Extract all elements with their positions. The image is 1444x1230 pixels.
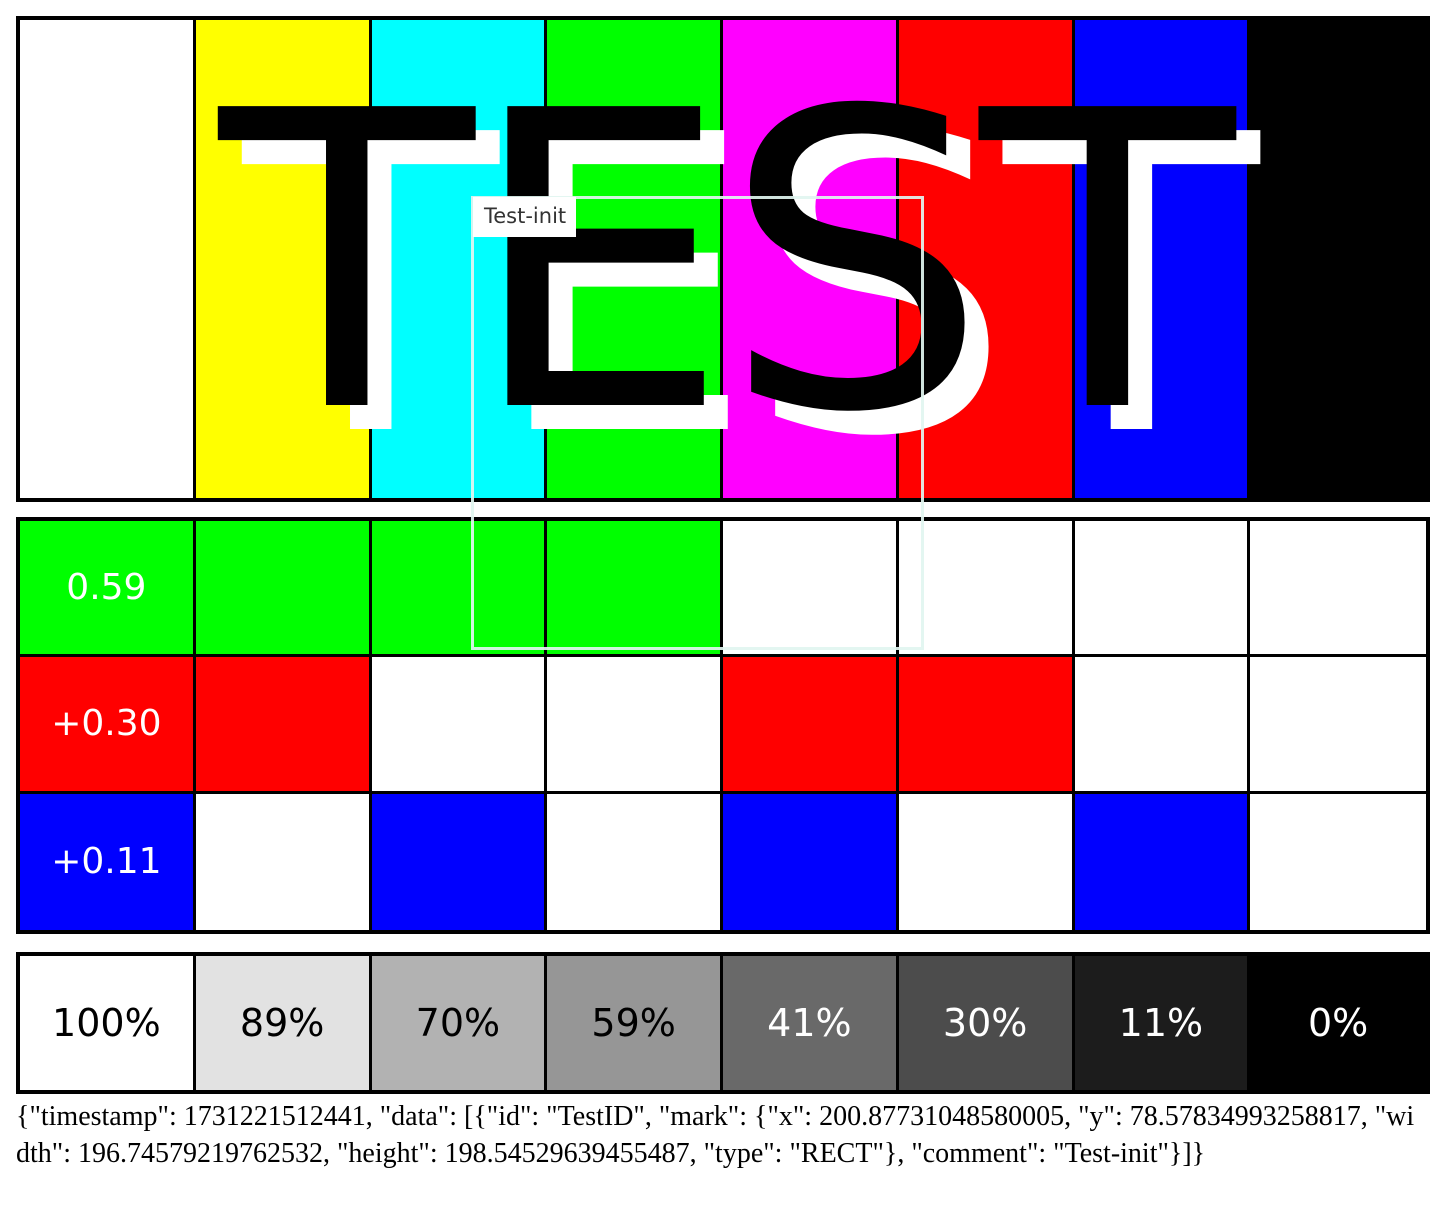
grey-step-label: 30% [942, 1001, 1028, 1045]
color-bar-magenta [723, 20, 899, 498]
weight-cell [898, 793, 1075, 930]
grey-scale-panel: 100% 89% 70% 59% 41% 30% 11% 0% [16, 952, 1430, 1094]
weight-cell [1250, 793, 1426, 930]
grey-step: 30% [898, 956, 1075, 1090]
weight-cell [723, 521, 899, 658]
grey-step: 41% [723, 956, 899, 1090]
color-bar-green [547, 20, 723, 498]
grey-step: 100% [20, 956, 196, 1090]
grey-step: 0% [1250, 956, 1426, 1090]
weight-cell [371, 793, 548, 930]
weight-cell [195, 521, 372, 658]
json-caption: {"timestamp": 1731221512441, "data": [{"… [16, 1101, 1415, 1169]
weight-cell [898, 521, 1075, 658]
color-bar-red [898, 20, 1075, 498]
grey-step: 11% [1074, 956, 1251, 1090]
grey-step-label: 0% [1307, 1001, 1369, 1045]
weight-label-cell: 0.59 [20, 521, 196, 658]
weight-cell [195, 657, 372, 794]
weight-cell [1074, 793, 1251, 930]
grey-step-label: 70% [415, 1001, 501, 1045]
weight-cell [547, 657, 723, 794]
weight-cell [1250, 657, 1426, 794]
weight-cell [1074, 521, 1251, 658]
grey-step-label: 41% [767, 1001, 852, 1045]
color-bar-blue [1074, 20, 1251, 498]
annotation-rect[interactable] [471, 196, 924, 650]
grey-step: 89% [195, 956, 372, 1090]
weight-cell [1074, 657, 1251, 794]
grey-step-label: 89% [239, 1001, 325, 1045]
weight-cell [371, 657, 548, 794]
grey-step: 70% [371, 956, 548, 1090]
weight-grid: 0.59 +0.30 +0.11 [16, 517, 1430, 934]
color-bar-cyan [371, 20, 548, 498]
grey-step-label: 11% [1118, 1001, 1204, 1045]
weight-cell [547, 793, 723, 930]
weight-cell [371, 521, 548, 658]
weight-label: +0.30 [51, 703, 162, 745]
weight-label: 0.59 [66, 567, 147, 609]
grey-step-label: 100% [52, 1001, 161, 1045]
weight-label-cell: +0.11 [20, 793, 196, 930]
color-bar-white [20, 20, 196, 498]
weight-cell [1250, 521, 1426, 658]
color-bar-black [1250, 20, 1426, 498]
grey-step: 59% [547, 956, 723, 1090]
weight-cell [723, 657, 899, 794]
annotation-label[interactable]: Test-init [473, 197, 577, 237]
weight-cell [195, 793, 372, 930]
color-bar-yellow [195, 20, 372, 498]
weight-cell [723, 793, 899, 930]
weight-label-cell: +0.30 [20, 657, 196, 794]
weight-cell [547, 521, 723, 658]
weight-label: +0.11 [51, 841, 162, 883]
weight-cell [898, 657, 1075, 794]
grey-step-label: 59% [591, 1001, 676, 1045]
